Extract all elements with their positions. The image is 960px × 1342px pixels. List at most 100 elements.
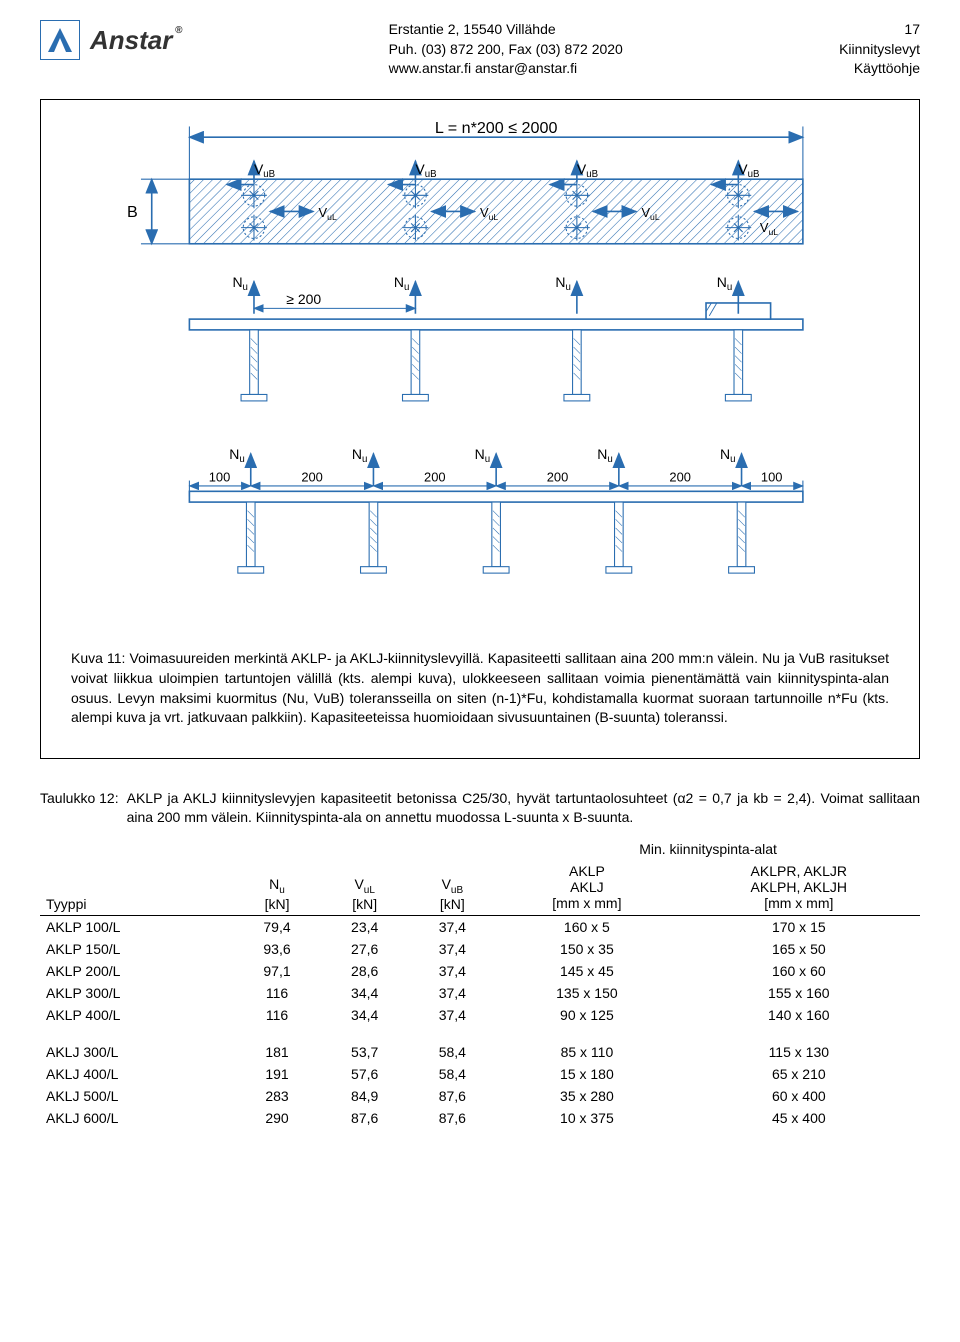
table-row: AKLP 200/L97,128,637,4145 x 45160 x 60 (40, 960, 920, 982)
addr3: www.anstar.fi anstar@anstar.fi (389, 59, 623, 79)
cell-nu: 79,4 (233, 915, 321, 938)
figure-11-box: L = n*200 ≤ 2000 B (40, 99, 920, 759)
cell-type: AKLJ 400/L (40, 1063, 233, 1085)
page-header: Anstar Erstantie 2, 15540 Villähde Puh. … (40, 20, 920, 79)
cell-vub: 87,6 (409, 1085, 497, 1107)
capacity-table: Tyyppi Nu[kN] VuL[kN] VuB[kN] Min. kiinn… (40, 838, 920, 1129)
svg-text:Nu: Nu (717, 274, 733, 293)
col-aklpr: AKLPR, AKLJR AKLPH, AKLJH [mm x mm] (678, 860, 920, 916)
cell-b: 45 x 400 (678, 1107, 920, 1129)
cell-b: 155 x 160 (678, 982, 920, 1004)
svg-text:Nu: Nu (229, 446, 244, 465)
table-row: AKLJ 300/L18153,758,485 x 110115 x 130 (40, 1026, 920, 1063)
cell-b: 60 x 400 (678, 1085, 920, 1107)
cell-type: AKLP 200/L (40, 960, 233, 982)
cell-vub: 37,4 (409, 938, 497, 960)
cell-type: AKLJ 500/L (40, 1085, 233, 1107)
cell-a: 160 x 5 (496, 915, 677, 938)
figure-11-caption: Kuva 11: Voimasuureiden merkintä AKLP- j… (71, 649, 889, 727)
table-row: AKLJ 600/L29087,687,610 x 37545 x 400 (40, 1107, 920, 1129)
cell-nu: 116 (233, 1004, 321, 1026)
svg-text:200: 200 (301, 469, 323, 484)
cell-nu: 290 (233, 1107, 321, 1129)
svg-text:Nu: Nu (394, 274, 410, 293)
cell-a: 150 x 35 (496, 938, 677, 960)
doc-title2: Käyttöohje (839, 59, 920, 79)
table-row: AKLJ 400/L19157,658,415 x 18065 x 210 (40, 1063, 920, 1085)
addr2: Puh. (03) 872 200, Fax (03) 872 2020 (389, 40, 623, 60)
caption-label: Kuva 11: (71, 650, 125, 666)
cell-b: 165 x 50 (678, 938, 920, 960)
cell-b: 170 x 15 (678, 915, 920, 938)
table-row: AKLJ 500/L28384,987,635 x 28060 x 400 (40, 1085, 920, 1107)
cell-vul: 34,4 (321, 982, 409, 1004)
cell-nu: 116 (233, 982, 321, 1004)
svg-text:200: 200 (424, 469, 446, 484)
cell-b: 160 x 60 (678, 960, 920, 982)
cell-nu: 97,1 (233, 960, 321, 982)
cell-b: 140 x 160 (678, 1004, 920, 1026)
svg-text:L = n*200 ≤ 2000: L = n*200 ≤ 2000 (435, 120, 558, 137)
svg-text:200: 200 (669, 469, 691, 484)
caption-body: Voimasuureiden merkintä AKLP- ja AKLJ-ki… (71, 650, 889, 725)
cell-vub: 87,6 (409, 1107, 497, 1129)
cell-a: 10 x 375 (496, 1107, 677, 1129)
cell-type: AKLJ 600/L (40, 1107, 233, 1129)
cell-type: AKLP 150/L (40, 938, 233, 960)
cell-vul: 84,9 (321, 1085, 409, 1107)
cell-vub: 37,4 (409, 960, 497, 982)
logo-text: Anstar (90, 25, 172, 56)
svg-text:VuB: VuB (738, 161, 759, 180)
col-vub: VuB[kN] (409, 838, 497, 916)
table-row: AKLP 400/L11634,437,490 x 125140 x 160 (40, 1004, 920, 1026)
header-right: 17 Kiinnityslevyt Käyttöohje (839, 20, 920, 79)
svg-text:≥ 200: ≥ 200 (286, 291, 321, 307)
page-number: 17 (839, 20, 920, 40)
cell-nu: 181 (233, 1026, 321, 1063)
svg-text:Nu: Nu (720, 446, 736, 465)
cell-type: AKLP 400/L (40, 1004, 233, 1026)
cell-a: 15 x 180 (496, 1063, 677, 1085)
table-12-caption: Taulukko 12: AKLP ja AKLJ kiinnityslevyj… (40, 789, 920, 828)
cell-vul: 23,4 (321, 915, 409, 938)
cell-a: 35 x 280 (496, 1085, 677, 1107)
svg-text:VuB: VuB (254, 161, 275, 180)
cell-vul: 27,6 (321, 938, 409, 960)
cell-type: AKLJ 300/L (40, 1026, 233, 1063)
table-row: AKLP 300/L11634,437,4135 x 150155 x 160 (40, 982, 920, 1004)
svg-text:200: 200 (547, 469, 569, 484)
anstar-logo-icon (40, 20, 80, 60)
svg-text:100: 100 (209, 469, 231, 484)
cell-type: AKLP 100/L (40, 915, 233, 938)
cell-b: 115 x 130 (678, 1026, 920, 1063)
table-row: AKLP 150/L93,627,637,4150 x 35165 x 50 (40, 938, 920, 960)
cell-a: 85 x 110 (496, 1026, 677, 1063)
cell-a: 135 x 150 (496, 982, 677, 1004)
svg-text:VuB: VuB (577, 161, 598, 180)
col-nu: Nu[kN] (233, 838, 321, 916)
svg-text:Nu: Nu (232, 274, 248, 293)
cell-vul: 57,6 (321, 1063, 409, 1085)
table-caption-label: Taulukko 12: (40, 789, 119, 828)
col-vul: VuL[kN] (321, 838, 409, 916)
logo-block: Anstar (40, 20, 172, 60)
doc-title1: Kiinnityslevyt (839, 40, 920, 60)
cell-nu: 283 (233, 1085, 321, 1107)
table-body-aklj: AKLJ 300/L18153,758,485 x 110115 x 130AK… (40, 1026, 920, 1129)
col-aklp: AKLP AKLJ [mm x mm] (496, 860, 677, 916)
header-address: Erstantie 2, 15540 Villähde Puh. (03) 87… (389, 20, 623, 79)
cell-vul: 28,6 (321, 960, 409, 982)
table-body-aklp: AKLP 100/L79,423,437,4160 x 5170 x 15AKL… (40, 915, 920, 1026)
figure-11-diagram: L = n*200 ≤ 2000 B (71, 120, 889, 640)
table-caption-body: AKLP ja AKLJ kiinnityslevyjen kapasiteet… (127, 789, 920, 828)
cell-vub: 58,4 (409, 1026, 497, 1063)
svg-text:VuB: VuB (415, 161, 436, 180)
svg-text:B: B (127, 203, 138, 221)
col-group-kiinnitys: Min. kiinnityspinta-alat (496, 838, 920, 860)
cell-a: 145 x 45 (496, 960, 677, 982)
svg-text:Nu: Nu (597, 446, 612, 465)
svg-text:Nu: Nu (475, 446, 491, 465)
cell-vul: 87,6 (321, 1107, 409, 1129)
svg-text:Nu: Nu (555, 274, 571, 293)
cell-type: AKLP 300/L (40, 982, 233, 1004)
